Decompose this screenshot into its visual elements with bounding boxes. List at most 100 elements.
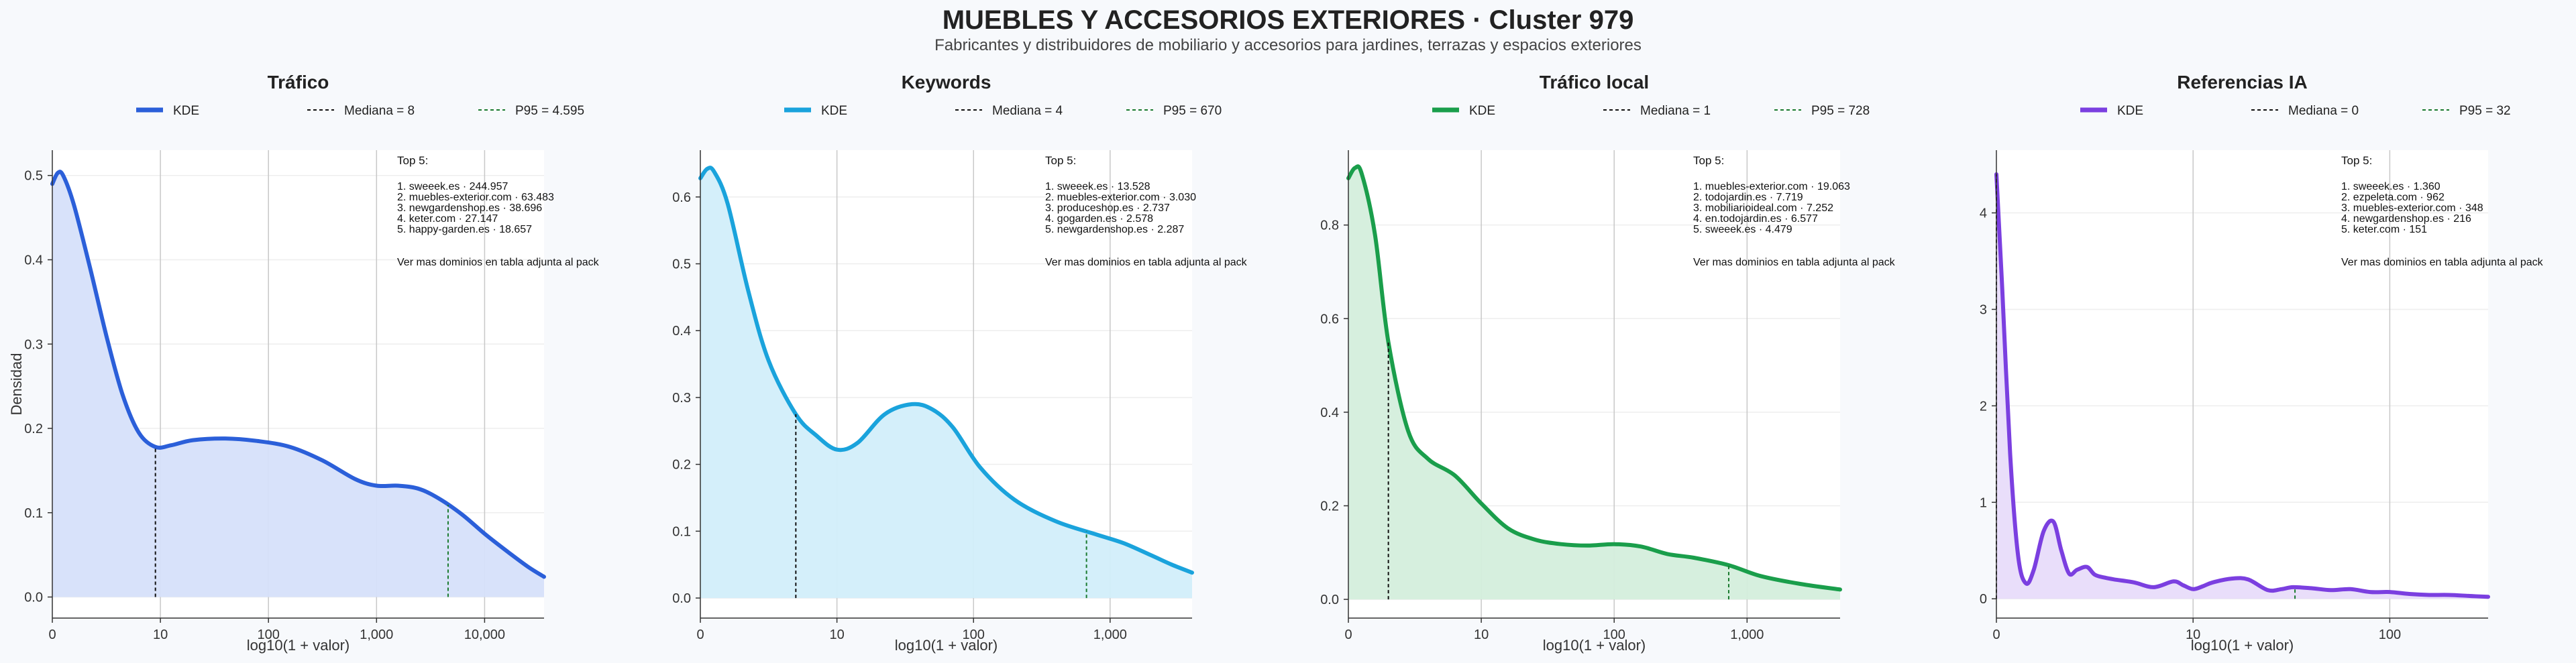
page-subtitle: Fabricantes y distribuidores de mobiliar… <box>934 36 1642 54</box>
chart-panel: 0.0 0.2 0.4 0.6 0.8 0 10 100 1,000 log10(1 + valo… <box>1320 72 1895 654</box>
x-tick-label: 100 <box>1603 627 1625 642</box>
x-tick-label: 10 <box>1474 627 1489 642</box>
top5-item: 2. ezpeleta.com · 962 <box>2341 192 2445 203</box>
top5-item: 5. sweeek.es · 4.479 <box>1693 224 1792 235</box>
top5-footer: Ver mas dominios en tabla adjunta al pac… <box>1045 257 1248 268</box>
top5-heading: Top 5: <box>397 154 428 167</box>
y-tick-label: 0.2 <box>1320 499 1339 514</box>
legend-kde-label: KDE <box>1469 104 1495 118</box>
top5-item: 2. todojardin.es · 7.719 <box>1693 192 1803 203</box>
top5-heading: Top 5: <box>2341 154 2372 167</box>
top5-item: 5. newgardenshop.es · 2.287 <box>1045 224 1184 235</box>
top5-item: 1. sweeek.es · 1.360 <box>2341 181 2440 192</box>
top5-item: 2. muebles-exterior.com · 63.483 <box>397 192 554 203</box>
x-tick-label: 10 <box>153 627 168 642</box>
top5-item: 3. newgardenshop.es · 38.696 <box>397 202 542 214</box>
kde-area <box>1996 174 2488 599</box>
y-tick-label: 0.4 <box>672 324 691 339</box>
chart-panel: 0.0 0.1 0.2 0.3 0.4 0.5 0 10 100 1,000 10,000 log10… <box>8 72 600 654</box>
y-tick-label: 0.0 <box>672 591 691 606</box>
y-tick-label: 0.6 <box>672 190 691 205</box>
legend: KDE Mediana = 8 P95 = 4.595 <box>136 104 584 118</box>
y-tick-label: 0.0 <box>24 591 43 605</box>
page-title: MUEBLES Y ACCESORIOS EXTERIORES · Cluste… <box>942 5 1634 35</box>
y-tick-label: 0.0 <box>1320 593 1339 607</box>
y-tick-label: 0 <box>1980 592 1987 607</box>
legend-median-label: Mediana = 8 <box>344 104 415 118</box>
top5-item: 4. en.todojardin.es · 6.577 <box>1693 213 1818 225</box>
kde-line <box>698 166 1194 575</box>
y-tick-label: 4 <box>1980 206 1987 221</box>
top5-heading: Top 5: <box>1693 154 1724 167</box>
kde-area <box>1348 166 1840 600</box>
kde-area <box>700 168 1192 599</box>
chart-title: Referencias IA <box>2177 72 2308 93</box>
legend: KDE Mediana = 1 P95 = 728 <box>1432 104 1870 118</box>
y-tick-label: 0.5 <box>672 257 691 272</box>
y-tick-label: 0.3 <box>672 391 691 406</box>
x-axis-label: log10(1 + valor) <box>247 637 350 654</box>
top5-footer: Ver mas dominios en tabla adjunta al pac… <box>397 257 600 268</box>
y-tick-label: 0.3 <box>24 337 43 352</box>
top5-item: 4. gogarden.es · 2.578 <box>1045 213 1153 225</box>
chart-panel: 0.0 0.1 0.2 0.3 0.4 0.5 0.6 0 10 100 1,000 log10(1 … <box>672 72 1247 654</box>
legend-median-label: Mediana = 0 <box>2288 104 2359 118</box>
legend: KDE Mediana = 0 P95 = 32 <box>2080 104 2511 118</box>
x-tick-label: 0 <box>48 627 56 642</box>
legend-kde-label: KDE <box>821 104 847 118</box>
legend-p95-label: P95 = 32 <box>2459 104 2511 118</box>
y-tick-label: 0.2 <box>24 422 43 436</box>
y-tick-label: 3 <box>1980 302 1987 317</box>
top5-footer: Ver mas dominios en tabla adjunta al pac… <box>1693 257 1896 268</box>
top5-item: 1. muebles-exterior.com · 19.063 <box>1693 181 1850 192</box>
top5-item: 3. muebles-exterior.com · 348 <box>2341 202 2483 214</box>
x-tick-label: 0 <box>1992 627 2000 642</box>
y-tick-label: 2 <box>1980 399 1987 414</box>
x-axis-label: log10(1 + valor) <box>895 637 998 654</box>
top5-item: 2. muebles-exterior.com · 3.030 <box>1045 192 1196 203</box>
chart-title: Tráfico local <box>1540 72 1649 93</box>
top5-item: 4. keter.com · 27.147 <box>397 213 498 225</box>
x-tick-label: 1,000 <box>1730 627 1764 642</box>
legend-median-label: Mediana = 1 <box>1640 104 1711 118</box>
top5-item: 5. happy-garden.es · 18.657 <box>397 224 532 235</box>
x-tick-label: 10,000 <box>464 627 505 642</box>
y-axis-label: Densidad <box>8 353 25 416</box>
kde-line <box>50 170 546 579</box>
legend-kde-label: KDE <box>2117 104 2143 118</box>
top5-item: 3. mobiliarioideal.com · 7.252 <box>1693 202 1833 214</box>
top5-item: 4. newgardenshop.es · 216 <box>2341 213 2471 225</box>
x-axis-label: log10(1 + valor) <box>2191 637 2294 654</box>
kde-line <box>1994 172 2490 599</box>
x-tick-label: 10 <box>829 627 844 642</box>
x-tick-label: 10 <box>2186 627 2200 642</box>
x-tick-label: 1,000 <box>360 627 393 642</box>
chart-title: Tráfico <box>268 72 329 93</box>
y-tick-label: 0.4 <box>1320 406 1339 420</box>
legend: KDE Mediana = 4 P95 = 670 <box>784 104 1222 118</box>
top5-item: 1. sweeek.es · 244.957 <box>397 181 508 192</box>
x-tick-label: 100 <box>963 627 985 642</box>
y-tick-label: 1 <box>1980 495 1987 510</box>
x-tick-label: 100 <box>2379 627 2401 642</box>
chart-panel: 0 1 2 3 4 0 10 100 log10(1 + valor) Referencias I… <box>1980 72 2544 654</box>
top5-annotation: Top 5: 1. muebles-exterior.com · 19.0632.… <box>1693 154 1896 268</box>
legend-p95-label: P95 = 670 <box>1163 104 1222 118</box>
legend-median-label: Mediana = 4 <box>992 104 1063 118</box>
top5-heading: Top 5: <box>1045 154 1076 167</box>
x-tick-label: 1,000 <box>1093 627 1127 642</box>
top5-item: 3. produceshop.es · 2.737 <box>1045 202 1170 214</box>
x-tick-label: 0 <box>1344 627 1352 642</box>
top5-footer: Ver mas dominios en tabla adjunta al pac… <box>2341 257 2544 268</box>
y-tick-label: 0.1 <box>672 524 691 539</box>
y-tick-label: 0.6 <box>1320 312 1339 326</box>
y-tick-label: 0.1 <box>24 506 43 521</box>
plot-background <box>1996 150 2488 618</box>
x-axis-label: log10(1 + valor) <box>1543 637 1646 654</box>
x-tick-label: 100 <box>258 627 280 642</box>
y-tick-label: 0.8 <box>1320 219 1339 233</box>
